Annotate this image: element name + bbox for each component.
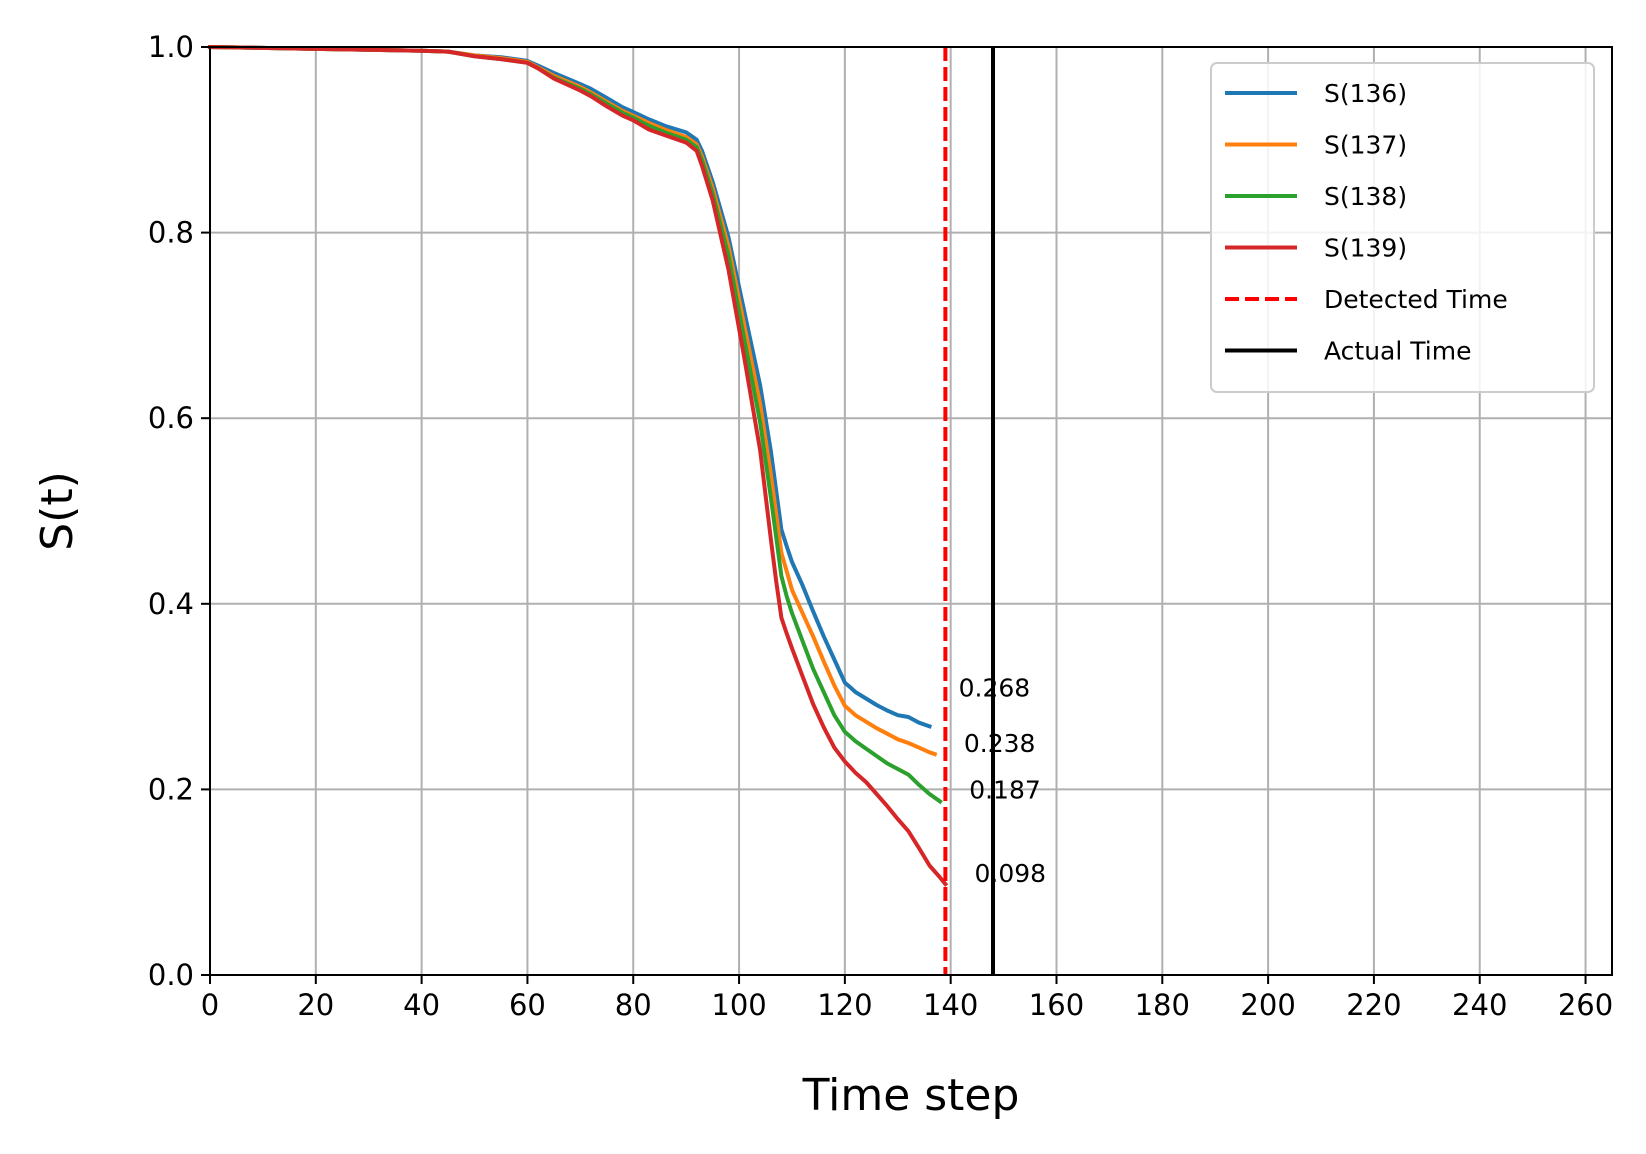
legend-label: Detected Time: [1324, 285, 1508, 314]
x-axis-title: Time step: [802, 1070, 1020, 1121]
y-axis-title: S(t): [32, 471, 83, 551]
x-tick-label: 60: [509, 988, 546, 1022]
x-tick-label: 40: [403, 988, 440, 1022]
legend-label: S(136): [1324, 79, 1407, 108]
value-annotation: 0.268: [959, 673, 1031, 702]
value-annotation: 0.187: [969, 775, 1041, 804]
legend-label: S(139): [1324, 234, 1407, 263]
value-annotation: 0.238: [964, 729, 1036, 758]
plot-lines: [207, 44, 996, 975]
x-tick-label: 100: [711, 988, 766, 1022]
series-line: [207, 44, 949, 887]
x-tick-label: 80: [615, 988, 652, 1022]
legend-label: S(138): [1324, 182, 1407, 211]
y-tick-label: 0.2: [148, 772, 194, 806]
y-tick-label: 0.0: [148, 958, 194, 992]
y-tick-label: 0.6: [148, 401, 194, 435]
x-tick-label: 140: [923, 988, 978, 1022]
x-tick-label: 120: [817, 988, 872, 1022]
x-tick-label: 160: [1029, 988, 1084, 1022]
legend-box: [1210, 62, 1595, 393]
y-tick-label: 0.8: [148, 216, 194, 250]
y-tick-label: 1.0: [148, 30, 194, 64]
x-tick-label: 220: [1346, 988, 1401, 1022]
x-tick-label: 20: [297, 988, 334, 1022]
x-tick-label: 200: [1240, 988, 1295, 1022]
x-tick-label: 180: [1135, 988, 1190, 1022]
x-tick-label: 0: [201, 988, 219, 1022]
annotations: 0.268 0.238 0.187 0.098: [959, 673, 1046, 888]
y-tick-label: 0.4: [148, 587, 194, 621]
x-tick-label: 240: [1452, 988, 1507, 1022]
legend-label: S(137): [1324, 131, 1407, 160]
x-tick-label: 260: [1558, 988, 1613, 1022]
value-annotation: 0.098: [974, 859, 1046, 888]
axis-ticks: 0 20 40 60 80 100 120 140 160 180 200 220 240 260 0.0 0…: [148, 30, 1613, 1022]
legend: S(136) S(137) S(138) S(139) Detected Time Act…: [1210, 62, 1595, 393]
plot-frame: [209, 46, 1613, 976]
legend-label: Actual Time: [1324, 337, 1471, 366]
